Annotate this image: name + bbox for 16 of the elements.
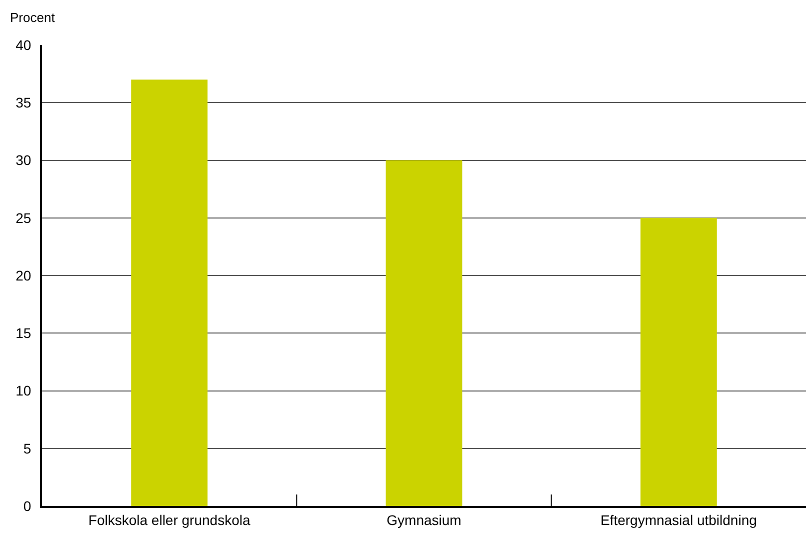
y-tick-label: 25: [16, 210, 32, 226]
x-tick-label: Folkskola eller grundskola: [88, 512, 250, 528]
y-axis-title: Procent: [10, 10, 56, 25]
x-tick-label: Eftergymnasial utbildning: [600, 512, 757, 528]
y-tick-label: 10: [16, 382, 32, 399]
y-tick-label: 5: [23, 440, 32, 456]
y-tick-label: 20: [16, 267, 32, 284]
y-tick-label: 40: [16, 36, 32, 53]
y-tick-label: 30: [16, 152, 32, 168]
y-tick-label: 0: [23, 498, 32, 514]
bar: [386, 160, 462, 506]
y-tick-label: 35: [16, 94, 32, 111]
bar: [131, 80, 208, 506]
bar: [640, 218, 717, 506]
y-tick-label: 15: [16, 325, 32, 342]
x-tick-label: Gymnasium: [386, 512, 462, 528]
